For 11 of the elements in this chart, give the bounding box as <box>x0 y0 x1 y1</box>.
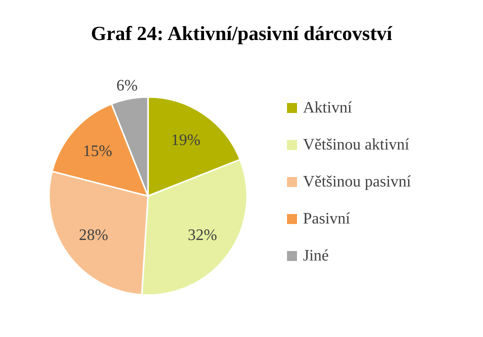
data-label: 32% <box>188 227 218 244</box>
chart-title: Graf 24: Aktivní/pasivní dárcovství <box>90 23 393 45</box>
legend-label: Pasivní <box>303 210 351 228</box>
legend-label: Většinou aktivní <box>303 136 410 154</box>
data-label: 6% <box>116 78 138 95</box>
data-label: 28% <box>78 227 108 244</box>
legend-label: Aktivní <box>303 100 352 116</box>
legend-label: Většinou pasivní <box>303 174 412 190</box>
legend-label: Jiné <box>303 248 329 264</box>
data-label: 15% <box>82 142 112 160</box>
data-label: 19% <box>171 132 201 149</box>
